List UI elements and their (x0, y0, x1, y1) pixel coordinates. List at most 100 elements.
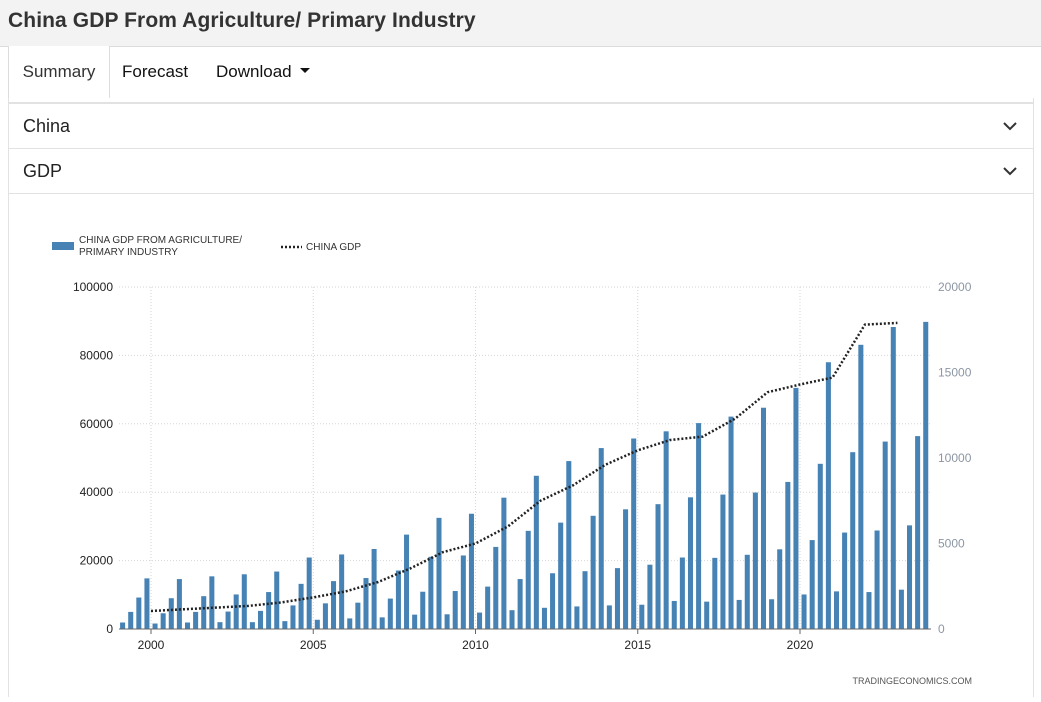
bar (655, 504, 661, 629)
y-tick-label-right: 5000 (938, 537, 965, 551)
bar (866, 592, 872, 629)
bar (209, 576, 215, 629)
bar (371, 548, 377, 629)
bar (850, 452, 856, 629)
bar (225, 611, 231, 629)
x-tick-label: 2005 (300, 638, 327, 652)
y-tick-label-right: 10000 (938, 451, 972, 465)
title-bar: China GDP From Agriculture/ Primary Indu… (0, 0, 1041, 47)
bar (614, 568, 620, 629)
bar (842, 532, 848, 629)
bar (395, 570, 401, 629)
bar (858, 344, 864, 629)
bar (266, 592, 272, 629)
bar (412, 614, 418, 629)
bar (274, 571, 280, 629)
bar (509, 610, 515, 629)
bar (387, 598, 393, 629)
bar (663, 431, 669, 629)
bar (233, 594, 239, 629)
bar (785, 481, 791, 629)
bar (801, 594, 807, 629)
bar (160, 613, 166, 629)
bar (339, 554, 345, 629)
bar (314, 619, 320, 629)
bar (152, 623, 158, 629)
bar (444, 614, 450, 629)
bar (631, 438, 637, 629)
bar (825, 362, 831, 629)
bar (525, 530, 531, 629)
gdp-chart: 0 20000 40000 60000 80000 100000 0 5000 10000 150… (52, 235, 972, 686)
bar (915, 436, 921, 629)
tab-bar: Summary Forecast Download (8, 46, 1033, 99)
x-tick-label: 2010 (462, 638, 489, 652)
indicator-accordion[interactable]: GDP (8, 148, 1034, 194)
bar (639, 604, 645, 629)
page-title: China GDP From Agriculture/ Primary Indu… (8, 9, 476, 32)
bar (184, 622, 191, 629)
bar (550, 573, 556, 629)
bar (258, 610, 264, 629)
x-tick-label: 2000 (138, 638, 165, 652)
x-tick-label: 2020 (787, 638, 814, 652)
y-tick-label-left: 0 (106, 622, 113, 636)
bar (193, 611, 199, 629)
bar (598, 448, 604, 629)
bar (907, 525, 913, 629)
bar (241, 574, 247, 629)
indicator-accordion-label: GDP (23, 161, 63, 181)
bar (363, 578, 369, 629)
bar (606, 605, 612, 629)
y-tick-label-left: 100000 (73, 280, 113, 294)
bar (501, 497, 507, 629)
bar (558, 522, 564, 629)
bar (322, 603, 328, 629)
chevron-down-icon (1003, 122, 1017, 131)
chart-credit: TRADINGECONOMICS.COM (852, 676, 972, 686)
bar (136, 597, 142, 629)
legend-bar-swatch (52, 242, 74, 250)
bar (590, 515, 596, 629)
bar (477, 612, 483, 629)
bar (760, 407, 767, 629)
bar (282, 621, 288, 629)
country-accordion[interactable]: China (8, 103, 1034, 149)
china-gdp-line (150, 321, 898, 613)
bar (541, 607, 547, 629)
bars-layer (120, 321, 929, 629)
bar (712, 557, 718, 629)
bar (468, 513, 474, 629)
tab-summary[interactable]: Summary (8, 46, 110, 99)
y-tick-label-right: 15000 (938, 366, 972, 380)
bar (679, 557, 685, 629)
bar (485, 586, 491, 629)
bar (720, 494, 726, 629)
bar (347, 618, 353, 629)
bar (533, 475, 539, 629)
bar (460, 555, 466, 629)
tab-download[interactable]: Download (216, 46, 310, 98)
bar (728, 416, 734, 629)
bar (493, 546, 499, 629)
bar (168, 598, 174, 629)
legend-bar-label-line2: PRIMARY INDUSTRY (79, 247, 178, 258)
bar (128, 611, 134, 629)
bar (331, 581, 337, 629)
bar (428, 556, 434, 629)
bar (874, 530, 880, 629)
bar (809, 540, 815, 629)
country-accordion-label: China (23, 116, 71, 136)
tab-forecast[interactable]: Forecast (122, 62, 189, 81)
bar (898, 589, 904, 629)
y-tick-label-left: 80000 (80, 348, 114, 362)
bar (404, 534, 410, 629)
bar (817, 463, 823, 629)
bar (120, 622, 126, 629)
bar (582, 571, 588, 629)
y-tick-label-right: 0 (938, 622, 945, 636)
bar (752, 492, 758, 629)
bar (217, 622, 223, 629)
bar (176, 579, 182, 629)
legend: CHINA GDP FROM AGRICULTURE/ PRIMARY INDU… (52, 235, 361, 258)
